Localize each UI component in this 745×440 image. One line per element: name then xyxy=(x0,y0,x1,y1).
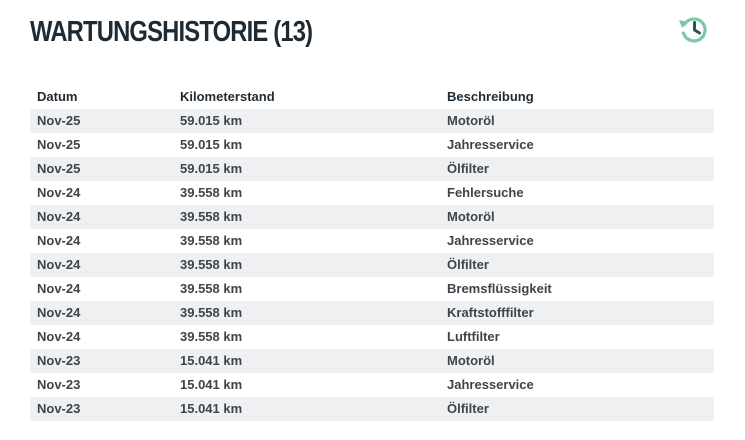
table-row: Nov-24 39.558 km Luftfilter xyxy=(30,325,714,349)
description-cell: Ölfilter xyxy=(447,161,489,176)
mileage-cell: 59.015 km xyxy=(180,161,243,176)
description-cell: Jahresservice xyxy=(447,137,534,152)
mileage-cell: 39.558 km xyxy=(180,233,243,248)
date-cell: Nov-24 xyxy=(37,233,81,248)
description-cell: Motoröl xyxy=(447,113,495,128)
date-cell: Nov-23 xyxy=(37,401,81,416)
mileage-cell: 15.041 km xyxy=(180,353,243,368)
date-cell: Nov-24 xyxy=(37,209,81,224)
description-cell: Motoröl xyxy=(447,353,495,368)
table-row: Nov-25 59.015 km Motoröl xyxy=(30,109,714,133)
description-cell: Bremsflüssigkeit xyxy=(447,281,552,296)
mileage-cell: 15.041 km xyxy=(180,401,243,416)
date-cell: Nov-24 xyxy=(37,305,81,320)
date-cell: Nov-25 xyxy=(37,161,81,176)
mileage-cell: 59.015 km xyxy=(180,137,243,152)
date-cell: Nov-24 xyxy=(37,185,81,200)
table-row: Nov-24 39.558 km Jahresservice xyxy=(30,229,714,253)
table-row: Nov-23 15.041 km Motoröl xyxy=(30,349,714,373)
description-cell: Jahresservice xyxy=(447,233,534,248)
mileage-cell: 15.041 km xyxy=(180,377,243,392)
table-row: Nov-25 59.015 km Ölfilter xyxy=(30,157,714,181)
mileage-cell: 39.558 km xyxy=(180,305,243,320)
table-row: Nov-25 59.015 km Jahresservice xyxy=(30,133,714,157)
date-cell: Nov-24 xyxy=(37,329,81,344)
description-cell: Luftfilter xyxy=(447,329,500,344)
column-header-beschreibung: Beschreibung xyxy=(447,89,534,104)
table-header-row: Datum Kilometerstand Beschreibung xyxy=(30,85,714,109)
table-row: Nov-24 39.558 km Fehlersuche xyxy=(30,181,714,205)
mileage-cell: 39.558 km xyxy=(180,281,243,296)
description-cell: Motoröl xyxy=(447,209,495,224)
page-title: WARTUNGSHISTORIE (13) xyxy=(30,16,313,48)
date-cell: Nov-25 xyxy=(37,137,81,152)
date-cell: Nov-23 xyxy=(37,353,81,368)
table-row: Nov-24 39.558 km Motoröl xyxy=(30,205,714,229)
description-cell: Jahresservice xyxy=(447,377,534,392)
history-clock-icon[interactable] xyxy=(677,12,711,46)
mileage-cell: 39.558 km xyxy=(180,329,243,344)
mileage-cell: 39.558 km xyxy=(180,185,243,200)
description-cell: Ölfilter xyxy=(447,257,489,272)
description-cell: Fehlersuche xyxy=(447,185,524,200)
column-header-datum: Datum xyxy=(37,89,78,104)
column-header-kilometerstand: Kilometerstand xyxy=(180,89,275,104)
mileage-cell: 39.558 km xyxy=(180,257,243,272)
description-cell: Kraftstofffilter xyxy=(447,305,534,320)
date-cell: Nov-23 xyxy=(37,377,81,392)
mileage-cell: 39.558 km xyxy=(180,209,243,224)
table-row: Nov-23 15.041 km Jahresservice xyxy=(30,373,714,397)
table-row: Nov-24 39.558 km Bremsflüssigkeit xyxy=(30,277,714,301)
maintenance-history-table: Datum Kilometerstand Beschreibung Nov-25… xyxy=(30,85,714,421)
mileage-cell: 59.015 km xyxy=(180,113,243,128)
date-cell: Nov-24 xyxy=(37,281,81,296)
description-cell: Ölfilter xyxy=(447,401,489,416)
page-header: WARTUNGSHISTORIE (13) xyxy=(30,12,715,52)
table-row: Nov-24 39.558 km Ölfilter xyxy=(30,253,714,277)
date-cell: Nov-25 xyxy=(37,113,81,128)
table-row: Nov-24 39.558 km Kraftstofffilter xyxy=(30,301,714,325)
date-cell: Nov-24 xyxy=(37,257,81,272)
table-row: Nov-23 15.041 km Ölfilter xyxy=(30,397,714,421)
